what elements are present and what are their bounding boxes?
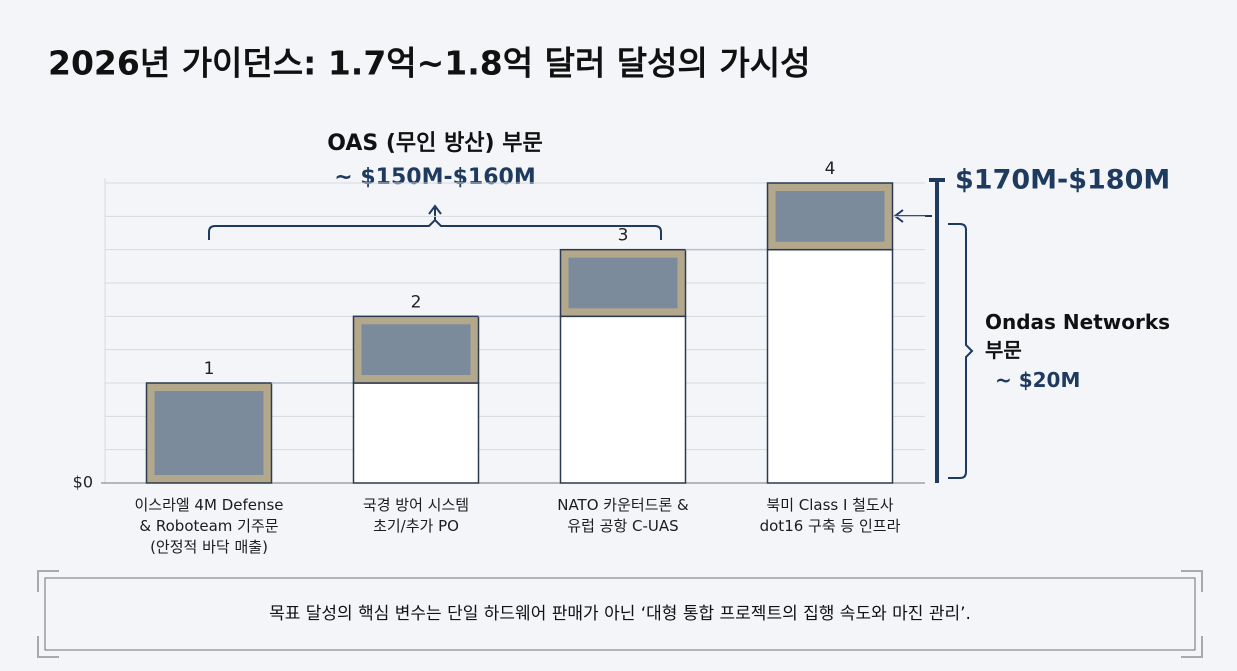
bar <box>767 183 893 250</box>
bar-outline <box>766 182 894 251</box>
ondas-label: Ondas Networks 부문 <box>985 310 1171 362</box>
x-tick-label: 북미 Class I 철도사 dot16 구축 등 인프라 <box>759 496 901 535</box>
bar-outline <box>559 248 687 318</box>
x-tick-label: 국경 방어 시스템 초기/추가 PO <box>362 496 470 535</box>
bar <box>560 249 686 317</box>
x-tick-label: 이스라엘 4M Defense & Roboteam 기주문 (안정적 바닥 매… <box>134 496 284 556</box>
ondas-brace <box>948 223 974 479</box>
bar <box>146 383 272 483</box>
footer: 목표 달성의 핵심 변수는 단일 하드웨어 판매가 아닌 ‘대형 통합 프로젝트… <box>269 604 971 624</box>
bar-outline <box>145 382 273 484</box>
step-label: 2 <box>411 292 422 312</box>
x-tick-label: NATO 카운터드론 & 유럽 공항 C-UAS <box>557 496 689 535</box>
oas-label: OAS (무인 방산) 부문 <box>327 131 543 156</box>
total-value: $170M-$180M <box>955 165 1170 196</box>
step-label: 1 <box>204 359 215 379</box>
bar-outline <box>352 315 480 384</box>
oas-brace <box>208 218 662 240</box>
oas-arrow <box>428 204 442 220</box>
footer-corners <box>37 570 1203 658</box>
step-label: 4 <box>825 159 836 179</box>
step-label: 3 <box>618 226 629 246</box>
title: 2026년 가이던스: 1.7억~1.8억 달러 달성의 가시성 <box>48 44 810 83</box>
oas-value: ~ $150M-$160M <box>334 165 535 190</box>
ondas-value: ~ $20M <box>995 368 1081 392</box>
footer-box <box>44 577 1196 651</box>
total-line <box>929 178 945 483</box>
y-tick-label: $0 <box>73 473 93 492</box>
bar-base <box>559 315 687 484</box>
bar-base <box>352 382 480 484</box>
bar-base <box>766 248 894 484</box>
bar <box>353 316 479 384</box>
